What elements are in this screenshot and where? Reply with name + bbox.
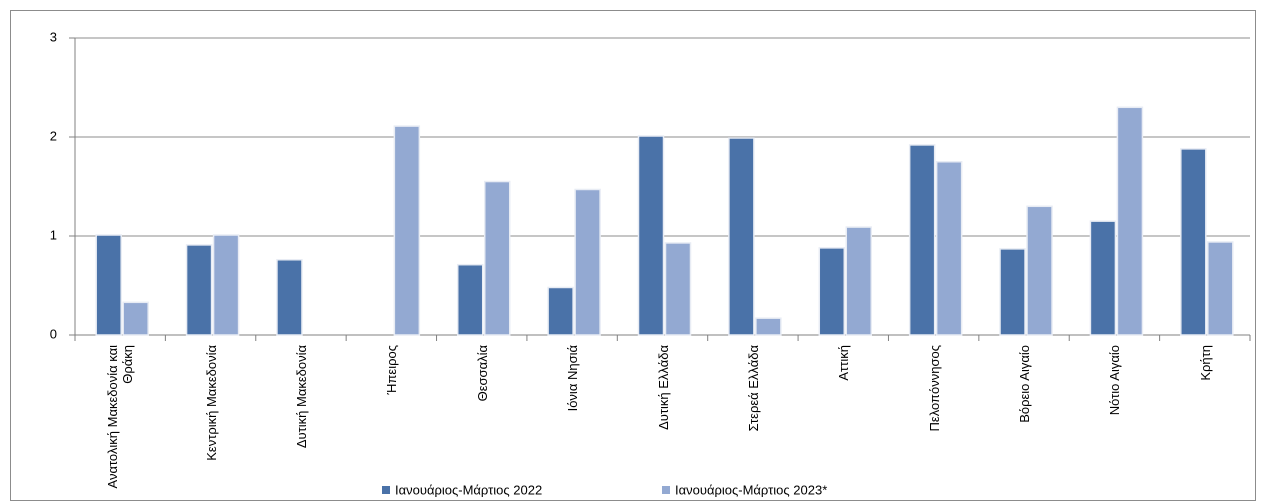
x-tick-label: Κρήτη [1197,345,1213,381]
x-tick-label: Δυτική Μακεδονία [293,345,309,449]
bar [212,234,240,336]
bar [664,242,692,336]
bar [845,226,873,336]
x-tick-label: Ήπειρος [383,345,399,395]
y-tick-label: 2 [50,128,57,143]
x-tick-label: Ιόνια Νησιά [564,345,580,412]
x-tick-label: Στερεά Ελλάδα [745,345,761,432]
y-tick-label: 3 [50,29,57,44]
bar [547,286,574,336]
bar [908,144,936,336]
x-tick-label: Θεσσαλία [474,345,490,402]
bar [122,301,149,336]
bar [728,137,755,336]
bar [456,263,484,336]
x-tick-label: Βόρειο Αιγαίο [1016,345,1032,423]
legend-label: Ιανουάριος-Μάρτιος 2023* [675,482,827,497]
bar [1207,241,1234,336]
bar [483,180,511,336]
x-tick-label: Πελοπόννησος [926,345,942,432]
bar [185,244,213,336]
bar [393,125,421,336]
bar [755,317,782,336]
y-tick-label: 1 [50,227,57,242]
bar [574,188,601,336]
bar [1089,220,1117,336]
y-tick-label: 0 [50,326,57,341]
bar [95,234,122,336]
legend-swatch [382,486,390,494]
x-tick-label: Αττική [835,345,851,381]
bar [1116,106,1144,336]
x-tick-label: Δυτική Ελλάδα [655,345,670,430]
x-tick-label: Νότιο Αιγαίο [1106,345,1122,416]
bar [1026,205,1053,336]
bar [935,161,963,336]
bar [818,247,846,336]
x-tick-label: Ανατολική Μακεδονία και Θράκη [105,345,136,489]
bar [276,259,303,336]
bar [637,135,665,336]
x-tick-label: Κεντρική Μακεδονία [203,345,219,461]
legend-swatch [662,486,670,494]
bar [999,248,1026,336]
legend-label: Ιανουάριος-Μάρτιος 2022 [395,482,542,497]
bar [1180,148,1207,336]
